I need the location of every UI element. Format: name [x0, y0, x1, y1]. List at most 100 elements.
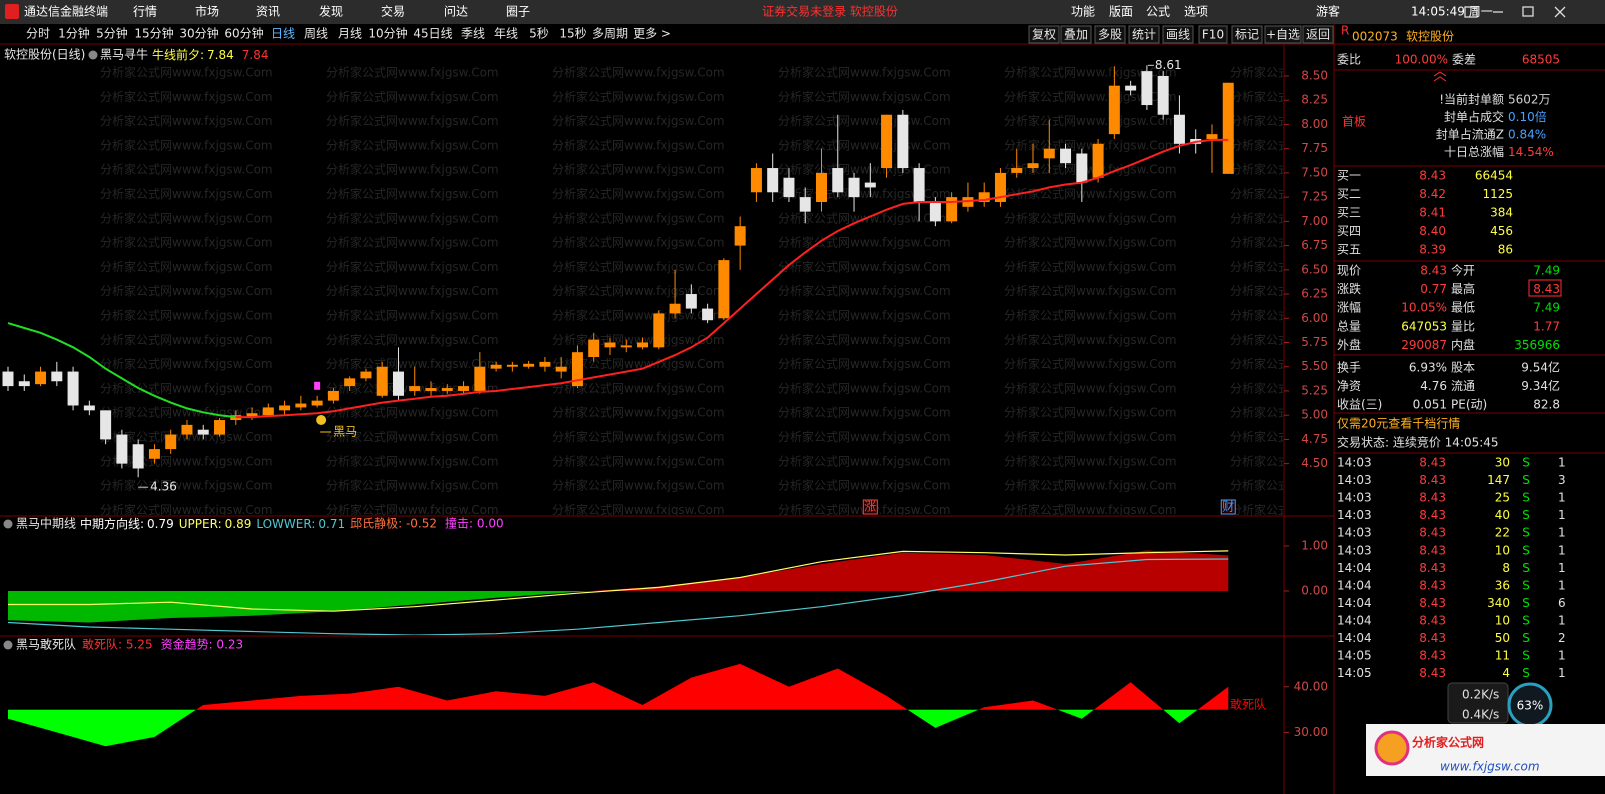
period-tab[interactable]: 年线 — [494, 27, 518, 41]
watermark: 分析家公式网www.fxjgsw.Com — [100, 113, 273, 128]
period-tab[interactable]: 1分钟 — [58, 26, 90, 41]
watermark: 分析家公式网www.fxjgsw.Com — [1230, 137, 1403, 152]
period-tab[interactable]: 更多 > — [633, 27, 671, 41]
candle-body — [604, 342, 616, 348]
stat-label: PE(动) — [1451, 398, 1487, 412]
legend-entry: LOWWER: 0.71 — [256, 517, 345, 531]
menu-item[interactable]: 交易 — [381, 4, 405, 19]
tick-volume: 147 — [1487, 473, 1510, 487]
watermark: 分析家公式网www.fxjgsw.Com — [1004, 162, 1177, 177]
candle-body — [539, 361, 551, 367]
watermark: 分析家公式网www.fxjgsw.Com — [100, 235, 273, 250]
menu-item[interactable]: 圈子 — [506, 5, 530, 19]
period-tab[interactable]: 日线 — [271, 27, 295, 41]
watermark: 分析家公式网www.fxjgsw.Com — [552, 113, 725, 128]
watermark: 分析家公式网www.fxjgsw.Com — [552, 502, 725, 517]
restore-button[interactable] — [1522, 6, 1534, 17]
bid-label: 买三 — [1337, 206, 1361, 220]
period-tab[interactable]: 10分钟 — [368, 26, 407, 41]
watermark: 分析家公式网www.fxjgsw.Com — [778, 89, 951, 104]
menu-item[interactable]: 行情 — [133, 5, 157, 19]
stat-label: 现价 — [1337, 264, 1361, 278]
toolbar-button-frame — [1231, 25, 1263, 44]
period-tab[interactable]: 分时 — [26, 27, 50, 41]
toolbar-button[interactable]: 多股 — [1098, 28, 1122, 42]
close-button[interactable] — [1554, 6, 1566, 18]
menu-item[interactable]: 功能 — [1071, 5, 1095, 19]
y-tick-label: 7.00 — [1301, 214, 1328, 228]
watermark: 分析家公式网www.fxjgsw.Com — [552, 478, 725, 493]
stat-value: 10.05% — [1401, 301, 1447, 315]
login-notice[interactable]: 证券交易未登录 软控股份 — [762, 4, 898, 19]
high-annotation: 8.61 — [1155, 58, 1182, 72]
user-name[interactable]: 游客 — [1316, 4, 1340, 19]
toolbar-button[interactable]: 画线 — [1166, 28, 1190, 42]
y-tick-label: 8.50 — [1301, 68, 1328, 82]
menu-item[interactable]: 公式 — [1146, 5, 1170, 19]
period-tab[interactable]: 季线 — [461, 27, 485, 41]
menu-item[interactable]: 版面 — [1109, 5, 1133, 19]
watermark: 分析家公式网www.fxjgsw.Com — [552, 162, 725, 177]
tick-count: 1 — [1558, 508, 1566, 522]
toolbar-button[interactable]: 统计 — [1132, 28, 1156, 42]
event-badge — [1220, 499, 1236, 515]
period-tab[interactable]: 5分钟 — [96, 26, 128, 41]
y-tick-label: 6.75 — [1301, 238, 1328, 252]
highlight-frame — [1528, 279, 1562, 297]
y-tick-label: 8.00 — [1301, 117, 1328, 131]
toolbar-button[interactable]: 叠加 — [1064, 28, 1088, 42]
chart-title: 软控股份(日线) — [4, 48, 85, 62]
toolbar-button[interactable]: 标记 — [1235, 28, 1259, 42]
watermark: 分析家公式网www.fxjgsw.Com — [1230, 283, 1403, 298]
watermark: 分析家公式网www.fxjgsw.Com — [1004, 65, 1177, 80]
period-tab[interactable]: 30分钟 — [179, 26, 218, 41]
period-tab[interactable]: 周线 — [304, 27, 328, 41]
toolbar-button[interactable]: F10 — [1202, 28, 1224, 42]
indicator-plot — [7, 550, 1229, 635]
skin-button[interactable] — [1464, 6, 1478, 18]
candle-body — [1222, 82, 1234, 174]
candle-body — [946, 197, 958, 222]
label: 委比 — [1337, 53, 1361, 67]
menu-item[interactable]: 市场 — [195, 4, 219, 19]
stat-label: 最低 — [1451, 301, 1475, 315]
period-tab[interactable]: 15分钟 — [134, 26, 173, 41]
toolbar-button[interactable]: 返回 — [1306, 28, 1330, 42]
period-tab[interactable]: 月线 — [338, 27, 362, 41]
candle-body — [458, 386, 470, 391]
menu-item[interactable]: 问达 — [444, 5, 468, 19]
watermark: 分析家公式网www.fxjgsw.Com — [326, 502, 499, 517]
menu-item[interactable]: 资讯 — [256, 5, 280, 19]
promo-link[interactable]: 仅需20元查看千档行情 — [1337, 417, 1460, 431]
candle-body — [392, 371, 404, 396]
legend-entry: 敢死队: 5.25 — [82, 637, 153, 652]
window-controls[interactable] — [1464, 6, 1566, 18]
toolbar-button[interactable]: +自选 — [1266, 28, 1300, 42]
candle-body — [1125, 85, 1137, 91]
app-name: 通达信金融终端 — [24, 4, 108, 19]
watermark: 分析家公式网www.fxjgsw.Com — [100, 478, 273, 493]
stat-label: 股本 — [1451, 361, 1475, 375]
stat-label: 量比 — [1451, 319, 1475, 333]
period-tab[interactable]: 5秒 — [529, 27, 549, 41]
candle-body — [116, 434, 128, 464]
menu-item[interactable]: 选项 — [1184, 5, 1208, 19]
watermark: 分析家公式网www.fxjgsw.Com — [1230, 356, 1403, 371]
toolbar-button[interactable]: 复权 — [1032, 28, 1056, 42]
period-tab[interactable]: 15秒 — [559, 27, 586, 41]
period-tab[interactable]: 多周期 — [592, 27, 628, 41]
event-label: 财 — [1222, 500, 1234, 514]
period-tab[interactable]: 45日线 — [413, 27, 452, 41]
menu-item[interactable]: 发现 — [319, 4, 343, 19]
candle-body — [799, 197, 811, 212]
legend-entry: 中期方向线: 0.79 — [80, 516, 174, 531]
tick-time: 14:04 — [1337, 596, 1372, 610]
tick-count: 1 — [1558, 456, 1566, 470]
candle-body — [637, 342, 649, 348]
watermark: 分析家公式网www.fxjgsw.Com — [1004, 453, 1177, 468]
period-tab[interactable]: 60分钟 — [224, 26, 263, 41]
ma-name: 牛线前夕: — [152, 47, 204, 62]
watermark: 分析家公式网www.fxjgsw.Com — [100, 186, 273, 201]
